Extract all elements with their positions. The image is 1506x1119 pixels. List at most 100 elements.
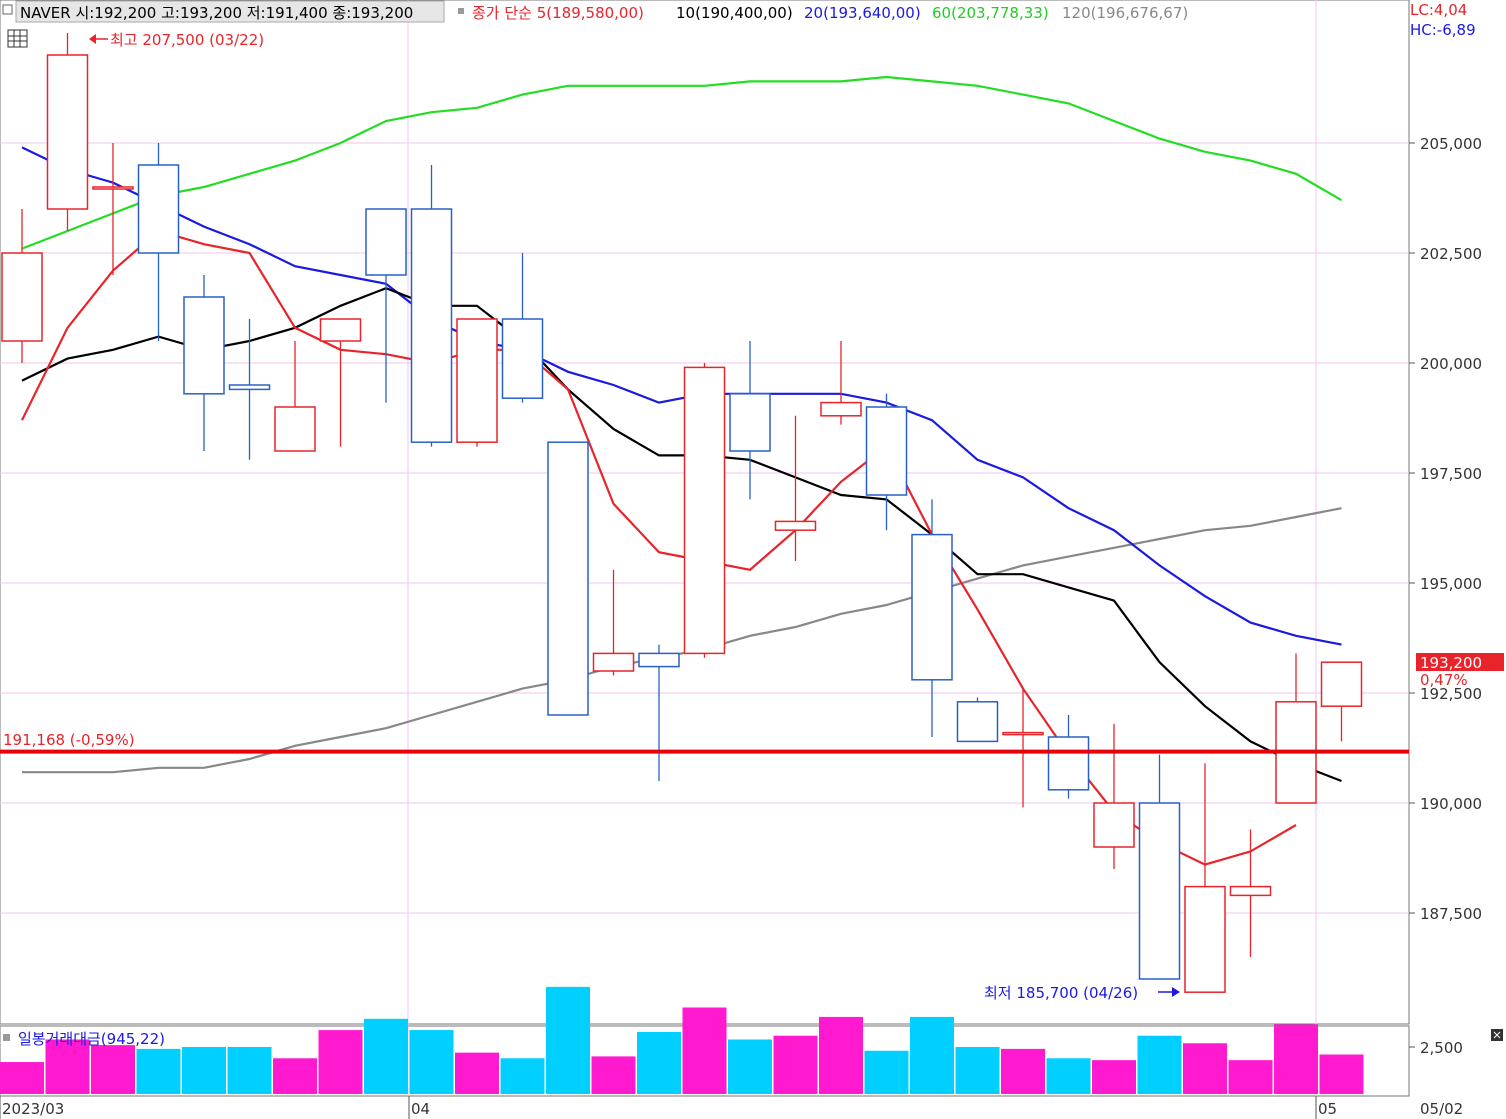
candle-body[interactable] [46, 54, 89, 210]
candle-body[interactable] [1229, 885, 1272, 897]
candle-body[interactable] [92, 186, 134, 190]
candle[interactable] [1138, 754, 1181, 980]
volume-bar[interactable] [1046, 1058, 1091, 1094]
candle[interactable] [319, 318, 362, 447]
candle-body[interactable] [865, 406, 908, 496]
candle-body[interactable] [1138, 802, 1181, 980]
volume-bar[interactable] [591, 1056, 636, 1094]
volume-bar[interactable] [91, 1045, 135, 1094]
volume-bar[interactable] [637, 1031, 681, 1094]
candle-body[interactable] [592, 652, 635, 672]
volume-bar[interactable] [819, 1016, 863, 1094]
candle[interactable] [46, 33, 89, 231]
candle-body[interactable] [1320, 661, 1363, 707]
volume-bar[interactable] [273, 1058, 317, 1094]
volume-bar[interactable] [1092, 1060, 1136, 1094]
candle[interactable] [1002, 688, 1044, 808]
ma20-line [21, 146, 1342, 646]
ref-line-label: 191,168 (-0,59%) [3, 731, 135, 749]
candle-body[interactable] [183, 296, 225, 395]
candle-body[interactable] [820, 401, 862, 417]
candle[interactable] [865, 393, 908, 531]
candle[interactable] [1229, 829, 1272, 957]
candle-body[interactable] [1, 252, 43, 342]
candle-body[interactable] [774, 520, 817, 531]
candle[interactable] [592, 569, 635, 676]
candle-body[interactable] [365, 208, 407, 276]
candle[interactable] [456, 318, 498, 447]
volume-bar[interactable] [1274, 1024, 1318, 1094]
volume-bar[interactable] [773, 1035, 818, 1094]
candle[interactable] [547, 441, 589, 716]
candle[interactable] [1047, 715, 1090, 799]
ma10-legend: 10(190,400,00) [676, 4, 793, 22]
candle[interactable] [274, 341, 316, 452]
candle[interactable] [1093, 723, 1135, 869]
candle[interactable] [774, 415, 817, 561]
volume-bar[interactable] [1137, 1035, 1182, 1094]
candle-body[interactable] [1184, 885, 1226, 993]
candle[interactable] [183, 275, 225, 451]
candle-body[interactable] [911, 533, 953, 681]
candle-body[interactable] [1002, 731, 1044, 736]
volume-bar[interactable] [864, 1050, 909, 1094]
candle[interactable] [956, 697, 999, 743]
volume-bars[interactable] [0, 986, 1364, 1094]
ma60-line [21, 75, 1343, 250]
candle[interactable] [365, 208, 407, 403]
candle-body[interactable] [410, 208, 453, 443]
candle[interactable] [911, 499, 953, 737]
candle-body[interactable] [729, 393, 771, 452]
candle[interactable] [1, 209, 43, 363]
candle-body[interactable] [501, 318, 544, 399]
volume-bar[interactable] [500, 1058, 545, 1094]
candle-body[interactable] [956, 701, 999, 743]
candle[interactable] [410, 165, 453, 447]
volume-bar[interactable] [364, 1018, 408, 1094]
candle[interactable] [1320, 661, 1363, 742]
candle-body[interactable] [319, 318, 362, 342]
volume-bar[interactable] [227, 1047, 272, 1094]
volume-bar[interactable] [182, 1047, 226, 1094]
candle[interactable] [638, 644, 680, 781]
volume-bar[interactable] [136, 1048, 181, 1094]
y-tick-label: 187,500 [1420, 905, 1482, 923]
candle-body[interactable] [456, 318, 498, 443]
candle[interactable] [729, 341, 771, 500]
volume-bar[interactable] [455, 1052, 499, 1094]
volume-bar[interactable] [1319, 1054, 1364, 1094]
volume-bar[interactable] [910, 1016, 954, 1094]
volume-bar[interactable] [1183, 1043, 1227, 1094]
candle-body[interactable] [1047, 736, 1090, 791]
candle-body[interactable] [137, 164, 180, 254]
volume-bar[interactable] [546, 986, 590, 1094]
panel-toggle-icon[interactable] [2, 4, 13, 15]
candle[interactable] [820, 341, 862, 425]
volume-bar[interactable] [45, 1039, 90, 1094]
candle[interactable] [683, 363, 726, 658]
candle[interactable] [92, 143, 134, 275]
candle-body[interactable] [274, 406, 316, 452]
volume-bar[interactable] [0, 1062, 44, 1094]
volume-bar[interactable] [1228, 1060, 1273, 1094]
candle[interactable] [137, 143, 180, 341]
candle-body[interactable] [228, 384, 271, 391]
candle-body[interactable] [1093, 802, 1135, 848]
ohlc-summary-box [15, 0, 445, 23]
volume-bar[interactable] [955, 1047, 1000, 1094]
volume-bar[interactable] [728, 1039, 772, 1094]
table-icon[interactable] [7, 29, 28, 48]
candle[interactable] [501, 253, 544, 403]
volume-bar[interactable] [1001, 1048, 1045, 1094]
volume-bar[interactable] [409, 1030, 454, 1094]
candle[interactable] [1184, 763, 1226, 993]
volume-bar[interactable] [682, 1007, 727, 1094]
candle-body[interactable] [638, 652, 680, 668]
candle-body[interactable] [683, 366, 726, 655]
candle-body[interactable] [547, 441, 589, 716]
volume-bar[interactable] [318, 1030, 363, 1094]
candle[interactable] [228, 319, 271, 460]
close-panel-icon[interactable] [1491, 1029, 1503, 1041]
candles[interactable] [1, 33, 1363, 993]
ma120-line [22, 507, 1342, 774]
